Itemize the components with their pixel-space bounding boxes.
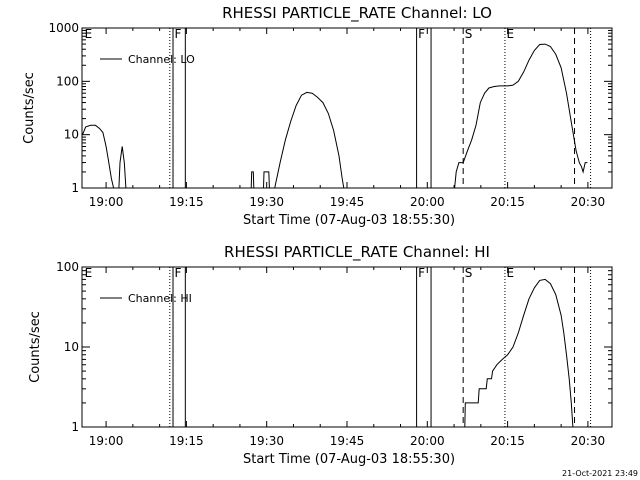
chart-0-ylabel: Counts/sec [22,72,37,144]
chart-1-x-tick-label: 20:30 [571,434,606,448]
timestamp-footer: 21-Oct-2021 23:49 [562,469,638,478]
chart-1-event-letter: E [85,266,93,280]
chart-0-event-letter: F [418,27,425,41]
chart-0-x-tick-label: 20:30 [571,195,606,209]
chart-1-event-letter: S [465,266,473,280]
chart-1-series-line [464,278,574,428]
chart-0-event-letter: F [175,27,182,41]
chart-1-xlabel: Start Time (07-Aug-03 18:55:30) [243,452,455,467]
chart-0-y-tick-label: 1 [71,181,79,195]
chart-0-y-tick-label: 10 [64,128,79,142]
chart-1-y-tick-label: 100 [56,260,79,274]
chart-1-legend-label: Channel: HI [128,292,192,305]
chart-0-series-line [250,171,255,189]
chart-1-x-tick-label: 20:15 [490,434,525,448]
chart-0-legend-label: Channel: LO [128,53,195,66]
chart-0-series-line [118,146,127,189]
chart-1-x-tick-label: 19:15 [169,434,204,448]
chart-0-event-letter: E [85,27,93,41]
chart-0-x-tick-label: 20:15 [490,195,525,209]
panel-lo: RHESSI PARTICLE_RATE Channel: LO Counts/s… [22,4,613,228]
chart-1-title: RHESSI PARTICLE_RATE Channel: HI [224,243,490,262]
chart-0-series-line [263,171,270,189]
chart-0-x-tick-label: 19:00 [89,195,124,209]
chart-1-y-tick-label: 1 [71,420,79,434]
chart-0-event-letter: S [465,27,473,41]
chart-1-y-tick-label: 10 [64,340,79,354]
chart-1-event-letter: E [506,266,514,280]
chart-0-x-tick-label: 19:30 [249,195,284,209]
chart-0-x-tick-label: 20:00 [410,195,445,209]
chart-0-series-line [274,91,345,189]
chart-1-x-tick-label: 20:00 [410,434,445,448]
chart-1-ylabel: Counts/sec [28,311,43,383]
chart-0-xlabel: Start Time (07-Aug-03 18:55:30) [243,213,455,228]
chart-1-event-letter: F [175,266,182,280]
chart-0-series-line [82,124,115,189]
chart-0-title: RHESSI PARTICLE_RATE Channel: LO [222,4,492,23]
chart-0-x-tick-label: 19:15 [169,195,204,209]
chart-1-x-tick-label: 19:30 [249,434,284,448]
chart-1-x-tick-label: 19:45 [330,434,365,448]
chart-0-event-letter: E [506,27,514,41]
chart-0-y-tick-label: 1000 [48,21,79,35]
chart-0-x-tick-label: 19:45 [330,195,365,209]
chart-0-plot-frame [81,27,613,189]
chart-0-series-line [454,43,588,189]
panel-hi: RHESSI PARTICLE_RATE Channel: HI Counts/s… [28,243,613,467]
chart-1-x-tick-label: 19:00 [89,434,124,448]
chart-1-event-letter: F [418,266,425,280]
chart-0-y-tick-label: 100 [56,74,79,88]
